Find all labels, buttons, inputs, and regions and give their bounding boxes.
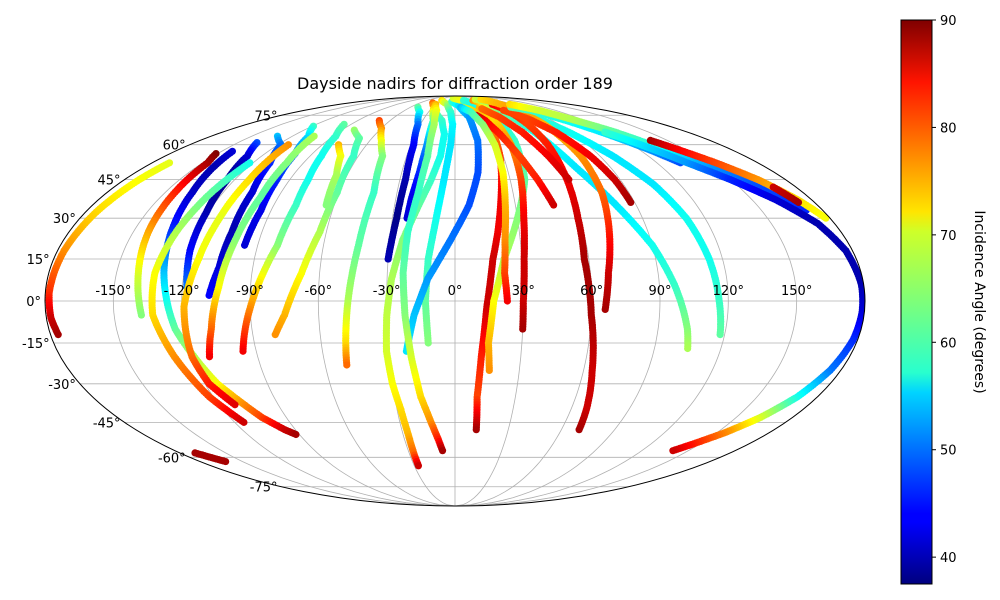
longitude-tick-label: 120° (713, 284, 744, 299)
nadir-point (601, 305, 609, 314)
colorbar-tick-label: 80 (940, 121, 957, 136)
latitude-tick-label: 15° (27, 253, 50, 268)
nadir-point (54, 331, 62, 339)
longitude-tick-label: -120° (164, 284, 200, 299)
latitude-tick-label: 30° (53, 212, 76, 227)
chart-title: Dayside nadirs for diffraction order 189 (297, 74, 613, 93)
latitude-tick-label: -30° (48, 378, 76, 393)
longitude-tick-label: 60° (580, 284, 603, 299)
nadir-point (322, 201, 330, 209)
nadir-point (205, 353, 214, 361)
longitude-tick-label: -30° (373, 284, 401, 299)
colorbar-tick-label: 90 (940, 14, 957, 29)
map-area (44, 95, 866, 507)
nadir-point (519, 325, 527, 333)
longitude-tick-label: 150° (781, 284, 812, 299)
latitude-tick-label: 75° (254, 109, 277, 124)
nadir-point (472, 426, 480, 434)
nadir-point (231, 401, 239, 409)
nadir-point (222, 457, 230, 466)
nadir-point (137, 311, 146, 319)
latitude-tick-label: 0° (26, 295, 41, 310)
latitude-tick-label: 60° (163, 139, 186, 154)
nadir-point (424, 339, 432, 347)
longitude-tick-label: 0° (448, 284, 463, 299)
nadir-point (550, 201, 558, 209)
latitude-tick-label: -75° (250, 481, 278, 496)
nadir-point (627, 198, 635, 207)
latitude-tick-label: -60° (158, 451, 186, 466)
colorbar-gradient (900, 19, 933, 585)
nadir-point (205, 291, 213, 299)
nadir-point (414, 462, 423, 470)
nadir-point (240, 418, 248, 426)
nadir-point (716, 331, 724, 339)
longitude-tick-label: -90° (236, 284, 264, 299)
colorbar-tick-label: 50 (940, 444, 957, 459)
nadir-point (271, 331, 279, 339)
colorbar-label: Incidence Angle (degrees) (971, 210, 987, 393)
longitude-tick-label: -150° (95, 284, 131, 299)
longitude-tick-label: 30° (512, 284, 535, 299)
nadir-point (239, 347, 247, 355)
nadir-point (794, 198, 803, 207)
colorbar-ticks: 40 50 60 70 80 90 (932, 14, 957, 566)
colorbar: 40 50 60 70 80 90 Incidence Angle (degrees) (900, 14, 987, 585)
nadir-point (485, 366, 493, 374)
colorbar-tick-label: 70 (940, 229, 957, 244)
longitude-tick-label: -60° (304, 284, 332, 299)
longitude-tick-label: 90° (648, 284, 671, 299)
nadir-point (384, 255, 392, 263)
nadir-point (343, 361, 351, 369)
colorbar-tick-label: 40 (940, 551, 957, 566)
nadir-point (292, 430, 300, 439)
latitude-tick-label: 45° (98, 174, 121, 189)
latitude-tick-label: -15° (22, 337, 50, 352)
nadir-point (438, 447, 447, 455)
nadir-point (669, 447, 677, 455)
nadir-point (503, 297, 511, 305)
points-layer (45, 96, 865, 470)
nadir-point (565, 176, 573, 184)
nadir-point (684, 344, 692, 353)
nadir-point (240, 241, 249, 249)
latitude-tick-label: -45° (93, 416, 121, 431)
colorbar-tick-label: 60 (940, 336, 957, 351)
nadir-point (575, 426, 583, 434)
